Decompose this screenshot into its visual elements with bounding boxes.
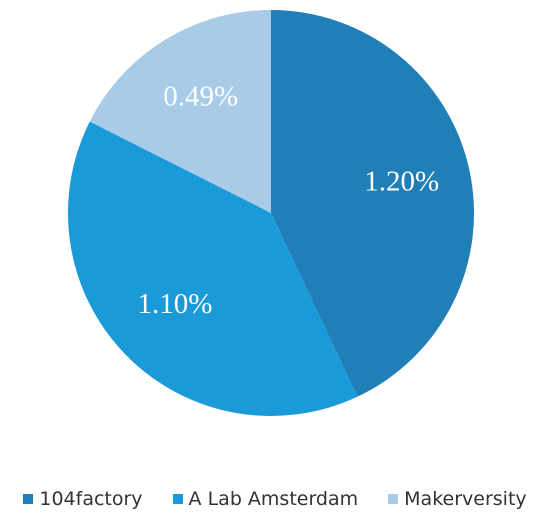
legend-item: A Lab Amsterdam bbox=[172, 488, 359, 510]
legend-label: A Lab Amsterdam bbox=[188, 488, 359, 510]
legend-item: 104factory bbox=[23, 488, 143, 510]
legend-swatch bbox=[23, 494, 34, 504]
pie-area: 1.20% 1.10% 0.49% bbox=[67, 10, 474, 417]
data-label: 0.49% bbox=[163, 81, 238, 113]
data-label: 1.20% bbox=[364, 165, 439, 197]
legend-label: Makerversity bbox=[404, 488, 527, 510]
legend-swatch bbox=[172, 494, 183, 504]
data-label: 1.10% bbox=[137, 288, 212, 320]
legend: 104factory A Lab Amsterdam Makerversity bbox=[0, 488, 550, 510]
legend-item: Makerversity bbox=[388, 488, 527, 510]
legend-label: 104factory bbox=[39, 488, 143, 510]
pie-slice bbox=[271, 10, 474, 397]
pie-slice bbox=[89, 10, 271, 213]
legend-swatch bbox=[388, 494, 399, 504]
pie-slice bbox=[67, 121, 358, 417]
